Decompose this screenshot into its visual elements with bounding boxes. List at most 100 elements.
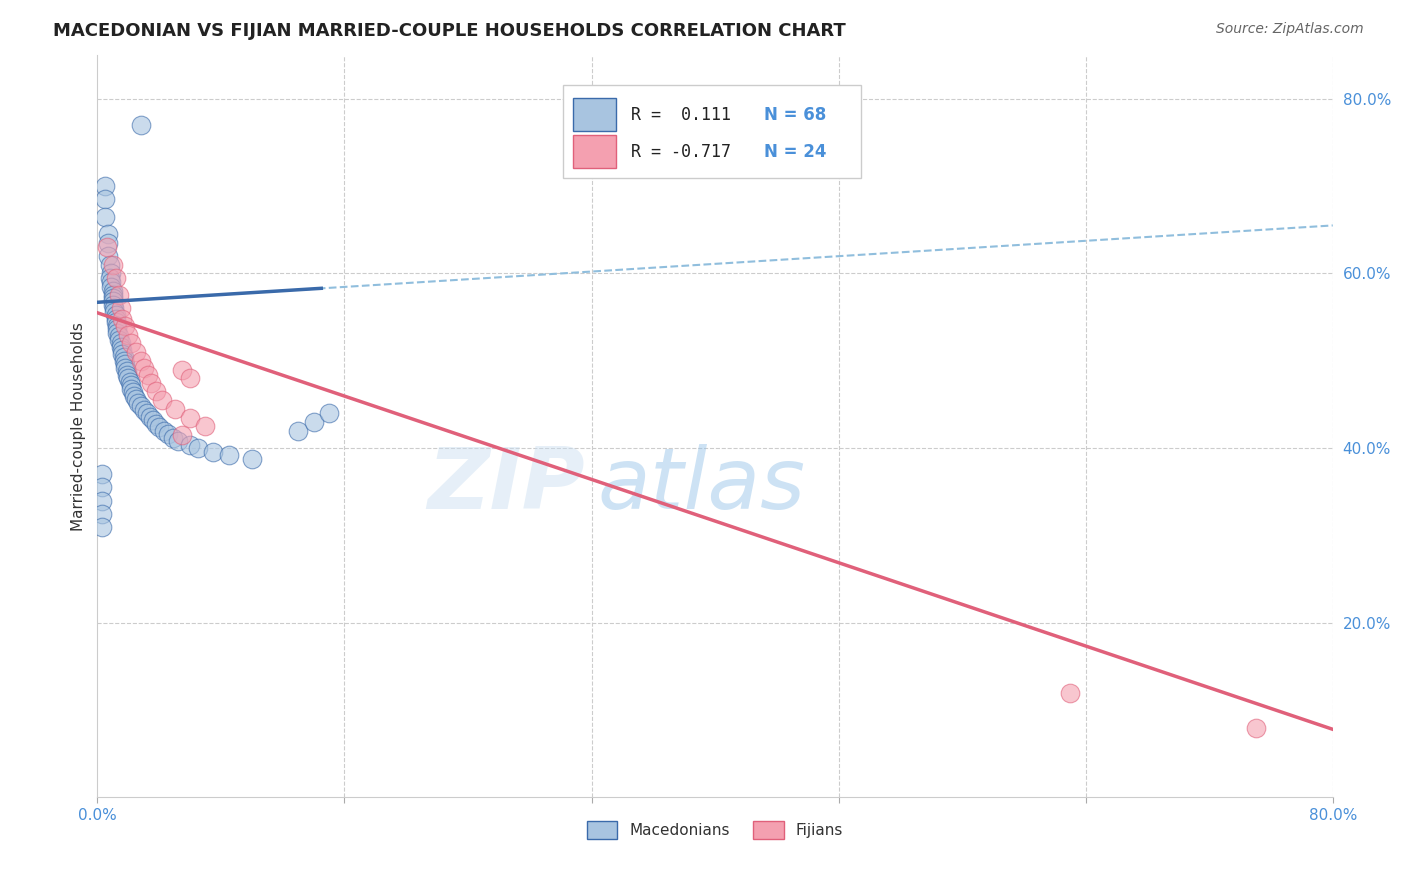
Point	[97, 227, 120, 242]
Point	[91, 493, 114, 508]
Point	[108, 329, 131, 343]
Point	[172, 362, 194, 376]
Point	[117, 327, 139, 342]
Point	[166, 434, 188, 449]
Point	[111, 343, 134, 358]
Point	[104, 309, 127, 323]
Point	[145, 384, 167, 399]
Point	[100, 275, 122, 289]
Point	[120, 378, 142, 392]
Point	[97, 249, 120, 263]
Point	[125, 345, 148, 359]
Point	[139, 409, 162, 424]
Point	[100, 267, 122, 281]
Point	[98, 270, 121, 285]
Point	[112, 353, 135, 368]
Point	[94, 179, 117, 194]
Point	[91, 519, 114, 533]
Point	[101, 284, 124, 298]
Point	[132, 402, 155, 417]
Text: MACEDONIAN VS FIJIAN MARRIED-COUPLE HOUSEHOLDS CORRELATION CHART: MACEDONIAN VS FIJIAN MARRIED-COUPLE HOUS…	[53, 22, 846, 40]
Legend: Macedonians, Fijians: Macedonians, Fijians	[581, 814, 849, 846]
Point	[94, 210, 117, 224]
Point	[145, 417, 167, 431]
Text: ZIP: ZIP	[427, 444, 585, 527]
Point	[114, 360, 136, 375]
Point	[114, 318, 136, 333]
Point	[302, 415, 325, 429]
Text: atlas: atlas	[598, 444, 806, 527]
Point	[104, 311, 127, 326]
Point	[122, 385, 145, 400]
Bar	[574, 98, 616, 131]
Text: N = 24: N = 24	[765, 143, 827, 161]
Point	[179, 371, 201, 385]
Point	[103, 305, 125, 319]
Point	[218, 448, 240, 462]
Point	[152, 424, 174, 438]
Point	[108, 333, 131, 347]
Point	[179, 437, 201, 451]
Point	[120, 382, 142, 396]
Point	[107, 318, 129, 333]
Point	[135, 406, 157, 420]
FancyBboxPatch shape	[564, 85, 860, 178]
Text: N = 68: N = 68	[765, 105, 827, 123]
Point	[187, 441, 209, 455]
Point	[117, 371, 139, 385]
Point	[125, 392, 148, 407]
Text: Source: ZipAtlas.com: Source: ZipAtlas.com	[1216, 22, 1364, 37]
Point	[110, 340, 132, 354]
Point	[108, 288, 131, 302]
Point	[132, 360, 155, 375]
Point	[110, 336, 132, 351]
Point	[194, 419, 217, 434]
Point	[115, 368, 138, 382]
Point	[318, 406, 340, 420]
Point	[91, 467, 114, 482]
Point	[111, 347, 134, 361]
Point	[142, 413, 165, 427]
Point	[1244, 721, 1267, 735]
Point	[91, 507, 114, 521]
Point	[120, 336, 142, 351]
Point	[112, 351, 135, 365]
Point	[107, 326, 129, 340]
Point	[157, 427, 180, 442]
Point	[101, 258, 124, 272]
Point	[129, 353, 152, 368]
Point	[129, 399, 152, 413]
Point	[100, 279, 122, 293]
Point	[1059, 686, 1081, 700]
Point	[136, 368, 159, 382]
Point	[179, 410, 201, 425]
Point	[103, 301, 125, 316]
Point	[163, 401, 186, 416]
Point	[129, 118, 152, 132]
Point	[111, 311, 134, 326]
Point	[148, 420, 170, 434]
Point	[101, 291, 124, 305]
Point	[110, 301, 132, 316]
Point	[101, 298, 124, 312]
Point	[162, 431, 184, 445]
Point	[104, 270, 127, 285]
Point	[124, 389, 146, 403]
Bar	[574, 135, 616, 169]
Point	[114, 357, 136, 371]
Point	[141, 376, 163, 390]
Point	[91, 480, 114, 494]
Point	[101, 288, 124, 302]
Point	[97, 235, 120, 250]
Point	[127, 395, 149, 409]
Point	[202, 444, 225, 458]
Point	[172, 428, 194, 442]
Point	[98, 258, 121, 272]
Point	[104, 315, 127, 329]
Point	[118, 375, 141, 389]
Point	[96, 240, 118, 254]
Text: R =  0.111: R = 0.111	[631, 105, 731, 123]
Point	[94, 192, 117, 206]
Y-axis label: Married-couple Households: Married-couple Households	[72, 322, 86, 531]
Point	[240, 451, 263, 466]
